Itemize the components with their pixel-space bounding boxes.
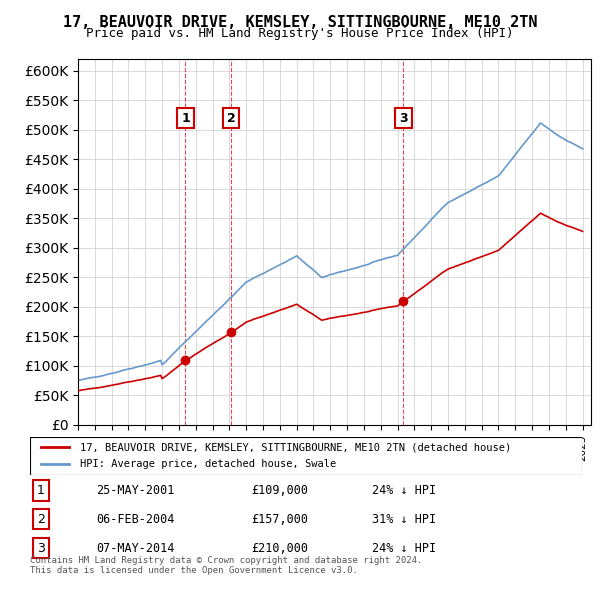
FancyBboxPatch shape xyxy=(30,437,582,475)
Text: 31% ↓ HPI: 31% ↓ HPI xyxy=(372,513,436,526)
Text: £210,000: £210,000 xyxy=(251,542,308,555)
Text: 24% ↓ HPI: 24% ↓ HPI xyxy=(372,542,436,555)
Text: 2: 2 xyxy=(37,513,45,526)
Text: 17, BEAUVOIR DRIVE, KEMSLEY, SITTINGBOURNE, ME10 2TN (detached house): 17, BEAUVOIR DRIVE, KEMSLEY, SITTINGBOUR… xyxy=(80,442,511,453)
Text: 17, BEAUVOIR DRIVE, KEMSLEY, SITTINGBOURNE, ME10 2TN: 17, BEAUVOIR DRIVE, KEMSLEY, SITTINGBOUR… xyxy=(63,15,537,30)
Text: Price paid vs. HM Land Registry's House Price Index (HPI): Price paid vs. HM Land Registry's House … xyxy=(86,27,514,40)
Text: 07-MAY-2014: 07-MAY-2014 xyxy=(96,542,175,555)
Text: £109,000: £109,000 xyxy=(251,484,308,497)
Text: Contains HM Land Registry data © Crown copyright and database right 2024.
This d: Contains HM Land Registry data © Crown c… xyxy=(30,556,422,575)
Text: 3: 3 xyxy=(399,112,408,124)
Text: 24% ↓ HPI: 24% ↓ HPI xyxy=(372,484,436,497)
Text: 25-MAY-2001: 25-MAY-2001 xyxy=(96,484,175,497)
Text: 06-FEB-2004: 06-FEB-2004 xyxy=(96,513,175,526)
Text: 3: 3 xyxy=(37,542,45,555)
Text: £157,000: £157,000 xyxy=(251,513,308,526)
Text: 1: 1 xyxy=(181,112,190,124)
Text: 2: 2 xyxy=(227,112,235,124)
Text: HPI: Average price, detached house, Swale: HPI: Average price, detached house, Swal… xyxy=(80,459,336,469)
Text: 1: 1 xyxy=(37,484,45,497)
